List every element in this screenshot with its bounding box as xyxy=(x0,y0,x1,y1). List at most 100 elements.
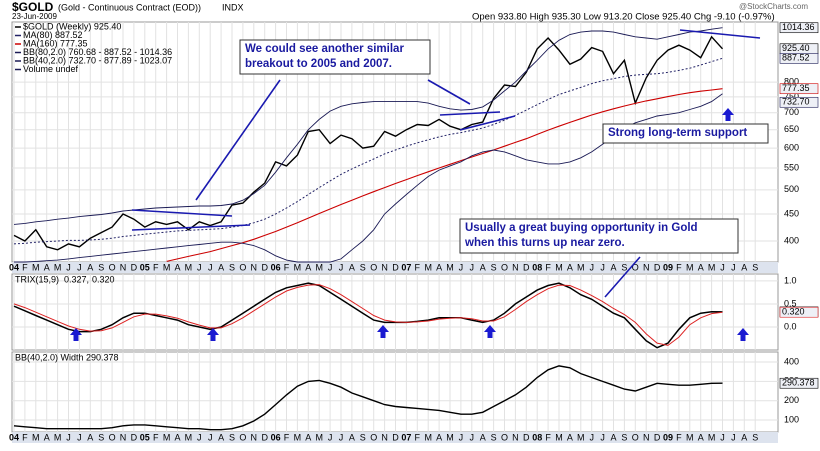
x-tick-label: J xyxy=(470,262,475,272)
x-tick-label: A xyxy=(610,262,616,272)
x-tick-label: M xyxy=(32,432,40,442)
x-tick-label: O xyxy=(501,432,508,442)
legend-entry: BB(40,2.0) 732.70 - 877.89 - 1023.07 xyxy=(23,55,172,65)
x-tick-label: M xyxy=(577,262,585,272)
x-tick-label: M xyxy=(446,262,454,272)
credit: @StockCharts.com xyxy=(739,2,808,11)
x-tick-label: M xyxy=(446,432,454,442)
x-tick-label: D xyxy=(392,262,399,272)
trendlines xyxy=(131,29,761,298)
y-tick-label: 600 xyxy=(784,142,799,152)
x-tick-label: J xyxy=(589,262,594,272)
x-tick-label: J xyxy=(197,262,202,272)
x-tick-label: F xyxy=(415,432,421,442)
up-arrow xyxy=(722,108,734,121)
legend-entry: Volume undef xyxy=(23,64,79,74)
x-tick-label: M xyxy=(185,262,193,272)
price-tag-label: 925.40 xyxy=(782,43,810,53)
x-tick-label: 06 xyxy=(271,262,281,272)
price-tag xyxy=(779,83,819,95)
price-tag-label: 290.378 xyxy=(782,378,815,388)
x-tick-label: A xyxy=(480,432,486,442)
x-tick-label: J xyxy=(600,432,605,442)
y-tick-label: 750 xyxy=(784,91,799,101)
y-tick-label: 0.5 xyxy=(784,298,797,308)
y-tick-label: 1.0 xyxy=(784,275,797,285)
y-tick-label: 400 xyxy=(784,356,799,366)
x-tick-label: 07 xyxy=(401,432,411,442)
x-tick-label: A xyxy=(741,432,747,442)
x-tick-label: A xyxy=(436,432,442,442)
x-tick-label: D xyxy=(654,262,661,272)
up-arrow xyxy=(737,328,749,341)
x-tick-label: N xyxy=(251,262,258,272)
x-tick-label: F xyxy=(545,432,551,442)
x-tick-label: J xyxy=(208,262,213,272)
x-tick-label: 05 xyxy=(140,262,150,272)
annotation-box xyxy=(602,123,769,144)
x-tick-label: O xyxy=(370,262,377,272)
x-tick-label: N xyxy=(512,432,519,442)
x-tick-label: 08 xyxy=(532,262,542,272)
trendline xyxy=(439,111,501,116)
x-tick-label: J xyxy=(720,432,725,442)
x-tick-label: A xyxy=(741,262,747,272)
x-tick-label: A xyxy=(218,432,224,442)
x-tick-label: F xyxy=(22,262,28,272)
x-tick-label: J xyxy=(459,262,464,272)
x-tick-label: A xyxy=(87,432,93,442)
y-tick-label: 700 xyxy=(784,107,799,117)
series-line xyxy=(13,284,723,346)
price-tag-label: 732.70 xyxy=(782,97,810,107)
x-tick-label: J xyxy=(600,262,605,272)
trendline xyxy=(679,29,761,39)
x-tick-label: M xyxy=(294,432,302,442)
x-tick-label: J xyxy=(77,432,82,442)
panel-label: BB(40,2.0) Width 290.378 xyxy=(15,352,119,362)
x-tick-label: O xyxy=(370,432,377,442)
annotations: We could see another similar breakout to … xyxy=(239,39,769,254)
x-tick-label: 08 xyxy=(532,432,542,442)
x-tick-label: M xyxy=(32,262,40,272)
annotation-text: Usually a great buying opportunity in Go… xyxy=(465,222,698,234)
exchange: INDX xyxy=(222,2,244,12)
pointer-line xyxy=(195,79,281,201)
x-tick-label: M xyxy=(555,262,563,272)
x-tick-label: F xyxy=(153,262,159,272)
x-tick-label: F xyxy=(676,432,682,442)
x-tick-label: N xyxy=(381,262,388,272)
x-tick-label: S xyxy=(752,432,758,442)
x-tick-label: A xyxy=(698,432,704,442)
x-tick-label: A xyxy=(436,262,442,272)
x-tick-label: J xyxy=(339,262,344,272)
x-tick-label: N xyxy=(251,432,258,442)
price-tag xyxy=(779,306,819,318)
x-tick-label: O xyxy=(109,432,116,442)
x-tick-label: M xyxy=(315,432,323,442)
annotation-box xyxy=(459,218,739,254)
x-tick-label: A xyxy=(174,432,180,442)
x-tick-label: M xyxy=(424,432,432,442)
x-tick-label: M xyxy=(185,432,193,442)
x-tick-label: M xyxy=(294,262,302,272)
x-tick-label: J xyxy=(66,432,71,442)
x-tick-label: D xyxy=(392,432,399,442)
x-tick-label: D xyxy=(523,432,530,442)
x-tick-label: M xyxy=(686,262,694,272)
x-tick-label: N xyxy=(512,262,519,272)
x-tick-label: F xyxy=(22,432,28,442)
annotation-text: Strong long-term support xyxy=(608,127,747,139)
x-tick-label: S xyxy=(491,262,497,272)
x-tick-label: A xyxy=(480,262,486,272)
x-tick-label: 06 xyxy=(271,432,281,442)
x-tick-label: N xyxy=(120,262,127,272)
y-tick-label: 100 xyxy=(784,414,799,424)
x-tick-label: S xyxy=(752,262,758,272)
x-tick-label: M xyxy=(54,262,62,272)
x-tick-label: D xyxy=(654,432,661,442)
x-tick-label: N xyxy=(381,432,388,442)
y-tick-label: 450 xyxy=(784,208,799,218)
y-tick-label: 800 xyxy=(784,77,799,87)
pointer-line xyxy=(604,256,641,298)
